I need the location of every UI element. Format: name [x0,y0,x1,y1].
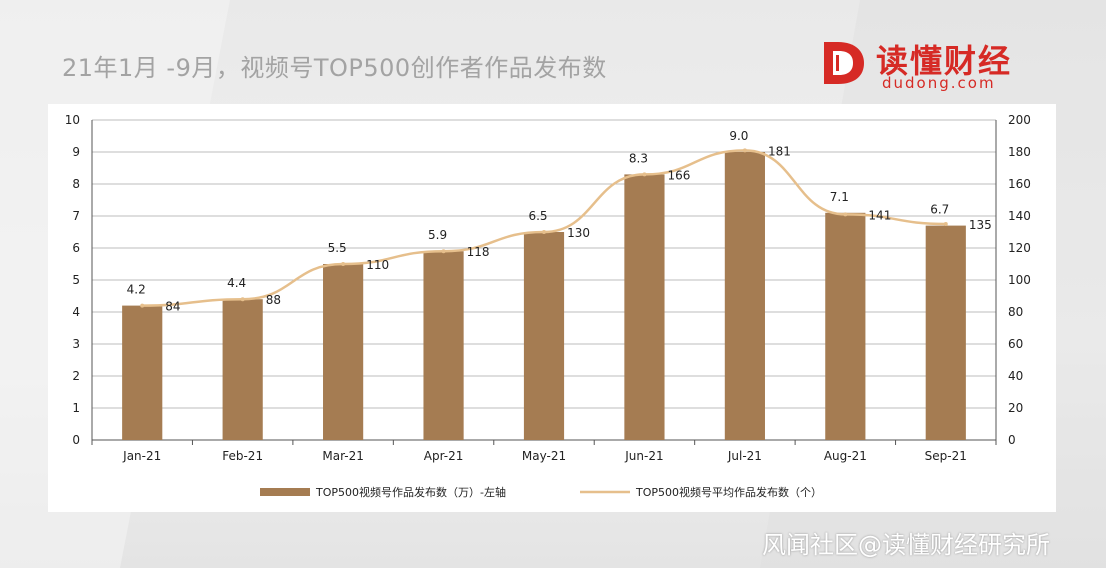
line-point [642,172,647,177]
bar-data-label: 5.9 [428,228,447,242]
legend-bar-label: TOP500视频号作品发布数（万）-左轴 [315,485,506,499]
bar-data-label: 9.0 [729,129,748,143]
bar [925,225,966,440]
line-data-label: 141 [868,208,891,222]
y-right-tick-label: 180 [1008,145,1031,159]
bar-data-label: 6.5 [528,209,547,223]
x-tick-label: Jul-21 [727,449,762,463]
y-left-tick-label: 2 [72,369,80,383]
y-left-tick-label: 0 [72,433,80,447]
bar [222,299,263,440]
y-right-tick-label: 160 [1008,177,1031,191]
x-tick-label: Apr-21 [424,449,464,463]
x-tick-label: Mar-21 [322,449,363,463]
y-right-tick-label: 0 [1008,433,1016,447]
bar-data-label: 8.3 [629,151,648,165]
logo-text-en: dudong.com [882,74,996,92]
y-right-tick-label: 100 [1008,273,1031,287]
brand-logo: 读懂财经 dudong.com [820,34,1020,94]
bar-data-label: 5.5 [328,241,347,255]
line-data-label: 110 [366,258,389,272]
y-right-tick-label: 120 [1008,241,1031,255]
bar [523,232,565,440]
line-data-label: 118 [467,245,490,259]
line-point [843,212,848,217]
legend-bar-swatch [260,488,310,496]
y-right-tick-label: 200 [1008,113,1031,127]
logo-d-icon [824,42,864,84]
bar-data-label: 6.7 [930,203,949,217]
y-right-tick-label: 80 [1008,305,1023,319]
bar-data-label: 7.1 [830,190,849,204]
line-point [441,249,446,254]
y-left-tick-label: 7 [72,209,80,223]
y-left-tick-label: 10 [65,113,80,127]
line-point [341,262,346,266]
x-tick-label: Feb-21 [222,449,263,463]
y-left-tick-label: 4 [72,305,80,319]
line-data-label: 135 [969,218,992,232]
chart-panel: 0 1 2 3 4 5 6 7 8 9 10 0 20 40 60 80 100 120 140 160 180 200 J… [48,104,1056,512]
line-data-label: 181 [768,144,791,158]
x-tick-label: May-21 [522,449,566,463]
y-left-tick-label: 9 [72,145,80,159]
bar [724,152,765,440]
line-point [240,297,245,302]
chart-title: 21年1月 -9月，视频号TOP500创作者作品发布数 [62,54,607,82]
bar [323,264,364,440]
logo-text-cn: 读懂财经 [876,42,1013,80]
bar-data-label: 4.4 [227,276,246,290]
bar [423,251,464,440]
bar [825,212,866,440]
x-tick-label: Jan-21 [122,449,161,463]
y-left-tick-label: 8 [72,177,80,191]
line-point [742,148,747,153]
bar [122,305,163,440]
x-tick-label: Sep-21 [925,449,967,463]
line-point [943,222,948,226]
y-right-tick-label: 60 [1008,337,1023,351]
x-tick-label: Aug-21 [824,449,867,463]
bar [624,174,665,440]
line-series [142,149,946,307]
y-right-tick-label: 140 [1008,209,1031,223]
y-left-tick-label: 3 [72,337,80,351]
line-point [542,230,546,234]
line-point [140,303,145,308]
combo-chart: 012345678910020406080100120140160180200J… [65,113,1031,499]
line-data-label: 84 [165,300,180,314]
line-data-label: 130 [567,226,590,240]
y-right-tick-label: 20 [1008,401,1023,415]
x-tick-label: Jun-21 [624,449,663,463]
y-right-tick-label: 40 [1008,369,1023,383]
y-left-tick-label: 1 [72,401,80,415]
line-data-label: 88 [266,293,281,307]
legend-line-label: TOP500视频号平均作品发布数（个） [635,485,822,499]
bar-data-label: 4.2 [127,283,146,297]
y-left-tick-label: 5 [72,273,80,287]
line-data-label: 166 [668,168,691,182]
watermark: 风闻社区@读懂财经研究所 [762,531,1050,559]
y-left-tick-label: 6 [72,241,80,255]
